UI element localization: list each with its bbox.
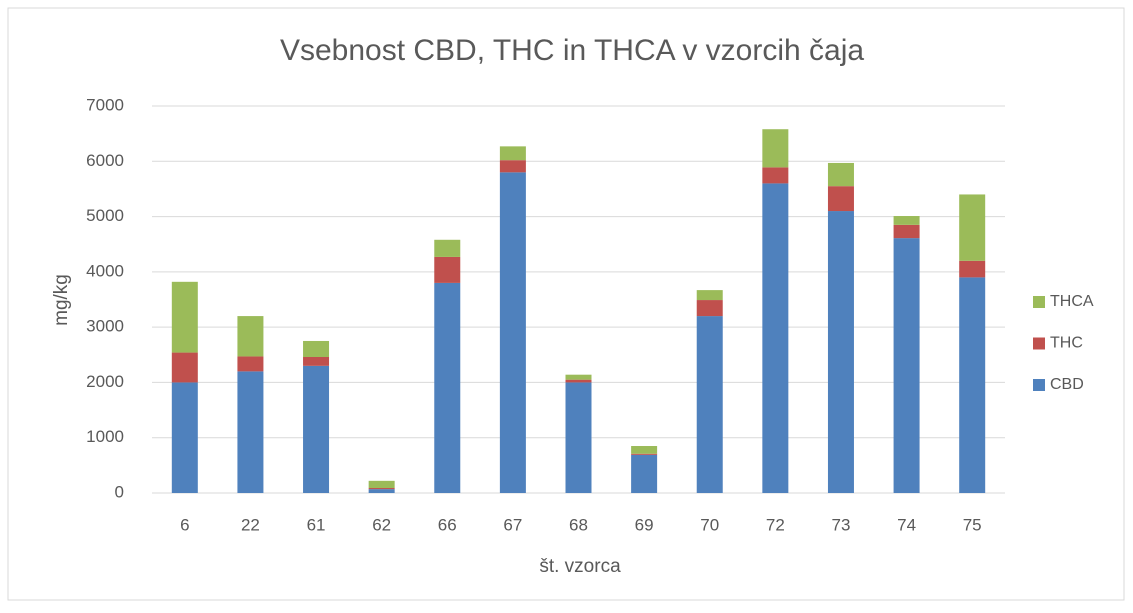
y-axis-label: mg/kg [51, 274, 72, 326]
x-tick-label: 22 [241, 515, 260, 534]
bar-segment [959, 260, 986, 278]
bar-segment [434, 282, 461, 493]
bar-segment [499, 160, 526, 173]
y-tick-label: 4000 [86, 261, 124, 280]
legend-swatch [1033, 379, 1045, 391]
y-tick-label: 6000 [86, 151, 124, 170]
bar-segment [762, 167, 789, 184]
bar-segment [827, 211, 854, 494]
bar-segment [893, 216, 920, 225]
legend-label: THCA [1050, 293, 1094, 310]
bar-segment [893, 224, 920, 239]
x-tick-label: 73 [832, 515, 851, 534]
legend-swatch [1033, 337, 1045, 350]
bar-segment [368, 489, 395, 493]
bar-segment [237, 316, 264, 357]
bar-segment [631, 454, 658, 493]
y-tick-label: 7000 [86, 95, 124, 114]
x-tick-label: 68 [569, 515, 588, 534]
bar-segment [565, 374, 592, 380]
bar-segment [762, 129, 789, 168]
x-tick-label: 61 [307, 515, 326, 534]
x-tick-label: 69 [635, 515, 654, 534]
bar-segment [696, 316, 723, 493]
bar-segment [434, 256, 461, 283]
bar-segment [499, 146, 526, 161]
y-tick-label: 5000 [86, 206, 124, 225]
y-tick-label: 0 [115, 482, 124, 501]
bar-segment [631, 453, 658, 455]
bar-segment [959, 277, 986, 493]
x-tick-label: 74 [897, 515, 916, 534]
x-tick-label: 70 [700, 515, 719, 534]
bar-segment [565, 382, 592, 493]
y-tick-label: 3000 [86, 317, 124, 336]
y-tick-label: 1000 [86, 427, 124, 446]
x-tick-label: 75 [963, 515, 982, 534]
bar-segment [368, 480, 395, 489]
x-tick-label: 72 [766, 515, 785, 534]
x-axis-label: št. vzorca [539, 556, 621, 577]
y-tick-label: 2000 [86, 372, 124, 391]
bar-segment [827, 186, 854, 212]
bar-segment [893, 238, 920, 493]
bar-segment [171, 281, 198, 353]
bar-segment [171, 352, 198, 383]
bar-segment [565, 379, 592, 383]
legend-swatch [1033, 296, 1045, 308]
bar-segment [827, 162, 854, 187]
bar-segment [237, 371, 264, 493]
bar-segment [696, 290, 723, 301]
x-tick-label: 66 [438, 515, 457, 534]
legend-label: CBD [1050, 376, 1084, 393]
x-tick-label: 62 [372, 515, 391, 534]
bar-segment [696, 300, 723, 317]
bar-segment [434, 239, 461, 257]
chart-title: Vsebnost CBD, THC in THCA v vzorcih čaja [280, 34, 864, 67]
bar-segment [762, 183, 789, 493]
bar-segment [499, 172, 526, 494]
bar-segment [303, 356, 330, 366]
bar-segment [237, 356, 264, 372]
x-tick-label: 67 [503, 515, 522, 534]
bar-segment [631, 446, 658, 454]
bar-segment [959, 194, 986, 261]
bar-segment [171, 382, 198, 493]
bar-segment [303, 365, 330, 493]
bar-segment [368, 488, 395, 490]
bar-segment [303, 340, 330, 357]
x-tick-label: 6 [180, 515, 189, 534]
legend-label: THC [1050, 335, 1083, 352]
